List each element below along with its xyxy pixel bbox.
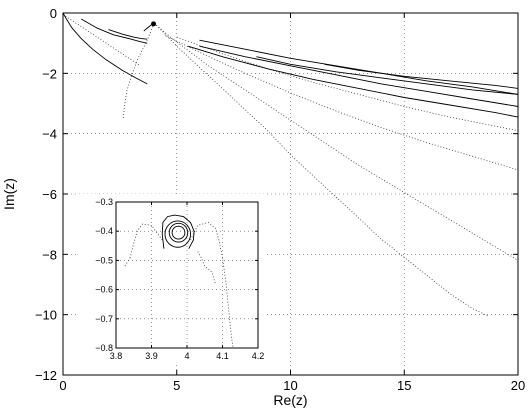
trajectory-solid xyxy=(187,45,519,118)
orbit-loop xyxy=(164,220,192,248)
x-tick-label: 4.2 xyxy=(252,351,265,361)
y-tick-label: −6 xyxy=(42,187,57,202)
main-tick-labels: 0 5 10 15 20 0 −2 −4 −6 −8 −10 −12 xyxy=(35,6,525,393)
y-tick-label: −8 xyxy=(42,247,57,262)
x-tick-label: 3.9 xyxy=(145,351,158,361)
y-tick-label: −0.8 xyxy=(95,343,113,353)
y-tick-label: 0 xyxy=(50,6,57,21)
y-tick-label: −12 xyxy=(35,368,57,383)
x-tick-label: 3.8 xyxy=(110,351,123,361)
y-tick-label: −10 xyxy=(35,308,57,323)
trajectory-solid xyxy=(199,45,519,107)
trajectory-solid xyxy=(199,39,519,95)
y-tick-label: −0.7 xyxy=(95,314,113,324)
main-series xyxy=(62,12,519,317)
y-tick-label: −2 xyxy=(42,66,57,81)
fixed-point-marker xyxy=(151,21,157,27)
orbit-loop xyxy=(171,225,186,240)
main-plot-frame xyxy=(62,12,519,376)
trajectory-dotted xyxy=(156,24,489,317)
trajectory-solid xyxy=(256,56,519,95)
trajectory-solid xyxy=(324,63,519,89)
trajectory-dotted xyxy=(62,14,141,67)
y-tick-label: −0.3 xyxy=(95,197,113,207)
inset-background xyxy=(76,194,266,362)
trajectory-solid xyxy=(80,18,148,44)
y-tick-label: −0.5 xyxy=(95,255,113,265)
x-tick-label: 4.1 xyxy=(216,351,229,361)
trajectory-dotted xyxy=(129,223,163,258)
y-tick-label: −0.6 xyxy=(95,285,113,295)
x-tick-label: 5 xyxy=(173,378,180,393)
trajectory-solid xyxy=(108,29,148,40)
inset-series xyxy=(124,214,234,349)
main-markers xyxy=(151,21,157,27)
x-tick-label: 4 xyxy=(184,351,189,361)
y-tick-label: −0.4 xyxy=(95,226,113,236)
trajectory-dotted xyxy=(190,221,230,319)
trajectory-dotted xyxy=(122,23,155,119)
y-tick-label: −4 xyxy=(42,127,57,142)
x-tick-label: 15 xyxy=(397,378,411,393)
x-tick-label: 0 xyxy=(59,378,66,393)
x-axis-label: Re(z) xyxy=(273,392,307,408)
x-tick-label: 20 xyxy=(511,378,525,393)
inset-tick-labels: 3.8 3.9 4 4.1 4.2 −0.3 −0.4 −0.5 −0.6 −0.7 −0.8 xyxy=(95,197,264,361)
trajectory-solid xyxy=(62,12,148,85)
inset-plot-frame xyxy=(115,201,259,349)
y-axis-label: Im(z) xyxy=(1,178,17,210)
inset-grid xyxy=(116,202,258,348)
trajectory-dotted xyxy=(165,35,519,171)
x-tick-label: 10 xyxy=(283,378,297,393)
orbit-loop xyxy=(168,222,189,243)
trajectory-dotted xyxy=(176,36,519,132)
trajectory-solid xyxy=(161,214,195,249)
